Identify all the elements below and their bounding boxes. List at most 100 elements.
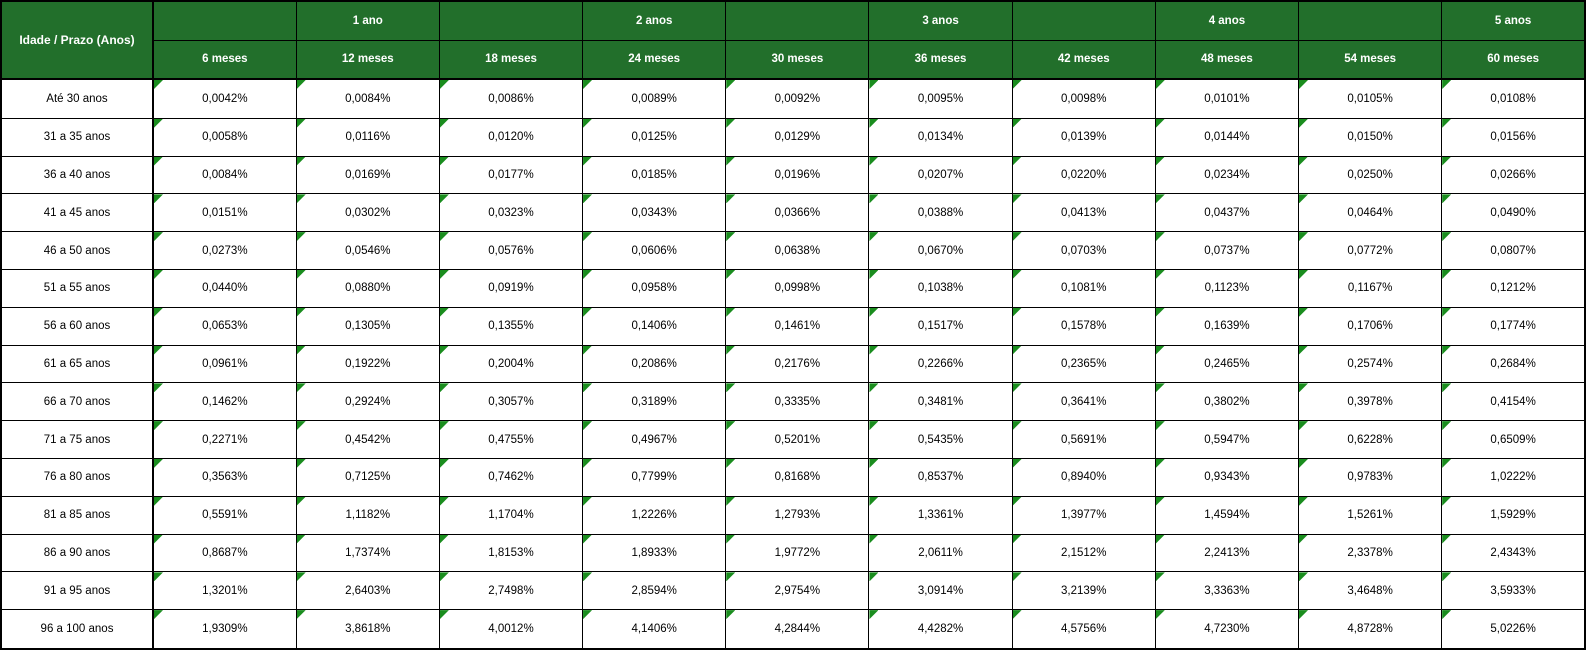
value-cell[interactable]: 0,3802% [1154,382,1300,422]
value-cell[interactable]: 0,8168% [725,457,870,497]
value-cell[interactable]: 0,5947% [1154,420,1300,459]
value-cell[interactable]: 0,2574% [1297,344,1443,384]
value-cell[interactable]: 1,8153% [438,533,584,573]
year-header-cell[interactable]: 5 anos [1441,0,1586,41]
value-cell[interactable]: 0,0098% [1011,78,1156,119]
row-label-cell[interactable]: 51 a 55 anos [0,268,154,308]
value-cell[interactable]: 0,0961% [152,344,297,384]
row-label-cell[interactable]: 41 a 45 anos [0,193,154,233]
value-cell[interactable]: 0,0576% [438,231,584,270]
value-cell[interactable]: 0,0366% [725,193,870,233]
value-cell[interactable]: 0,0266% [1441,155,1586,195]
value-cell[interactable]: 1,7374% [295,533,440,573]
value-cell[interactable]: 4,8728% [1297,609,1443,650]
value-cell[interactable]: 0,0437% [1154,193,1300,233]
value-cell[interactable]: 0,7799% [582,457,727,497]
value-cell[interactable]: 0,0220% [1011,155,1156,195]
value-cell[interactable]: 0,9783% [1297,457,1443,497]
value-cell[interactable]: 0,1639% [1154,306,1300,346]
value-cell[interactable]: 0,9343% [1154,457,1300,497]
month-header-cell[interactable]: 36 meses [868,39,1013,80]
row-label-cell[interactable]: 66 a 70 anos [0,382,154,422]
value-cell[interactable]: 0,0670% [868,231,1013,270]
value-cell[interactable]: 0,0084% [152,155,297,195]
value-cell[interactable]: 0,3481% [868,382,1013,422]
value-cell[interactable]: 0,2271% [152,420,297,459]
value-cell[interactable]: 0,0250% [1297,155,1443,195]
value-cell[interactable]: 0,0737% [1154,231,1300,270]
value-cell[interactable]: 1,4594% [1154,495,1300,535]
value-cell[interactable]: 0,0546% [295,231,440,270]
value-cell[interactable]: 0,0058% [152,117,297,157]
value-cell[interactable]: 0,0092% [725,78,870,119]
value-cell[interactable]: 0,0880% [295,268,440,308]
value-cell[interactable]: 0,1578% [1011,306,1156,346]
month-header-cell[interactable]: 18 meses [438,39,584,80]
value-cell[interactable]: 0,0169% [295,155,440,195]
value-cell[interactable]: 0,0464% [1297,193,1443,233]
value-cell[interactable]: 0,3563% [152,457,297,497]
row-label-cell[interactable]: 71 a 75 anos [0,420,154,459]
value-cell[interactable]: 0,0084% [295,78,440,119]
value-cell[interactable]: 0,1212% [1441,268,1586,308]
value-cell[interactable]: 0,1706% [1297,306,1443,346]
value-cell[interactable]: 0,1922% [295,344,440,384]
value-cell[interactable]: 0,0807% [1441,231,1586,270]
value-cell[interactable]: 0,0440% [152,268,297,308]
value-cell[interactable]: 0,3978% [1297,382,1443,422]
value-cell[interactable]: 0,0125% [582,117,727,157]
value-cell[interactable]: 0,1038% [868,268,1013,308]
value-cell[interactable]: 0,0998% [725,268,870,308]
month-header-cell[interactable]: 42 meses [1011,39,1156,80]
row-label-cell[interactable]: 86 a 90 anos [0,533,154,573]
value-cell[interactable]: 0,1461% [725,306,870,346]
value-cell[interactable]: 4,7230% [1154,609,1300,650]
value-cell[interactable]: 2,7498% [438,571,584,611]
value-cell[interactable]: 3,0914% [868,571,1013,611]
value-cell[interactable]: 0,2365% [1011,344,1156,384]
value-cell[interactable]: 0,0101% [1154,78,1300,119]
value-cell[interactable]: 0,0343% [582,193,727,233]
year-header-cell[interactable]: 3 anos [868,0,1013,41]
value-cell[interactable]: 1,8933% [582,533,727,573]
value-cell[interactable]: 0,0703% [1011,231,1156,270]
row-label-cell[interactable]: 76 a 80 anos [0,457,154,497]
value-cell[interactable]: 0,0653% [152,306,297,346]
value-cell[interactable]: 0,0958% [582,268,727,308]
value-cell[interactable]: 2,2413% [1154,533,1300,573]
value-cell[interactable]: 0,0185% [582,155,727,195]
value-cell[interactable]: 3,8618% [295,609,440,650]
value-cell[interactable]: 2,8594% [582,571,727,611]
value-cell[interactable]: 0,5691% [1011,420,1156,459]
value-cell[interactable]: 2,0611% [868,533,1013,573]
row-label-cell[interactable]: 46 a 50 anos [0,231,154,270]
value-cell[interactable]: 0,6228% [1297,420,1443,459]
value-cell[interactable]: 1,5929% [1441,495,1586,535]
value-cell[interactable]: 0,0919% [438,268,584,308]
month-header-cell[interactable]: 54 meses [1297,39,1443,80]
value-cell[interactable]: 0,2465% [1154,344,1300,384]
value-cell[interactable]: 0,2086% [582,344,727,384]
value-cell[interactable]: 4,1406% [582,609,727,650]
value-cell[interactable]: 1,1704% [438,495,584,535]
value-cell[interactable]: 3,4648% [1297,571,1443,611]
year-header-cell[interactable]: 2 anos [582,0,727,41]
value-cell[interactable]: 0,2176% [725,344,870,384]
value-cell[interactable]: 0,0042% [152,78,297,119]
value-cell[interactable]: 4,2844% [725,609,870,650]
value-cell[interactable]: 1,0222% [1441,457,1586,497]
year-header-cell[interactable] [1011,0,1156,41]
year-header-cell[interactable] [725,0,870,41]
value-cell[interactable]: 0,0207% [868,155,1013,195]
value-cell[interactable]: 0,3057% [438,382,584,422]
value-cell[interactable]: 1,9309% [152,609,297,650]
value-cell[interactable]: 2,4343% [1441,533,1586,573]
value-cell[interactable]: 0,3189% [582,382,727,422]
value-cell[interactable]: 2,9754% [725,571,870,611]
row-label-cell[interactable]: 36 a 40 anos [0,155,154,195]
value-cell[interactable]: 3,5933% [1441,571,1586,611]
year-header-cell[interactable] [1297,0,1443,41]
value-cell[interactable]: 0,1123% [1154,268,1300,308]
value-cell[interactable]: 0,0144% [1154,117,1300,157]
value-cell[interactable]: 1,3201% [152,571,297,611]
